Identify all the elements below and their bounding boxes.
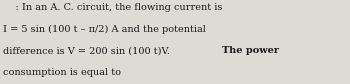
Text: I = 5 sin (100 t – π/2) A and the potential: I = 5 sin (100 t – π/2) A and the potent… — [3, 25, 206, 34]
Text: consumption is equal to: consumption is equal to — [3, 68, 121, 77]
Text: : In an A. C. circuit, the flowing current is: : In an A. C. circuit, the flowing curre… — [3, 3, 222, 12]
Text: difference is V = 200 sin (100 t)V.: difference is V = 200 sin (100 t)V. — [3, 46, 173, 55]
Text: The power: The power — [222, 46, 279, 55]
